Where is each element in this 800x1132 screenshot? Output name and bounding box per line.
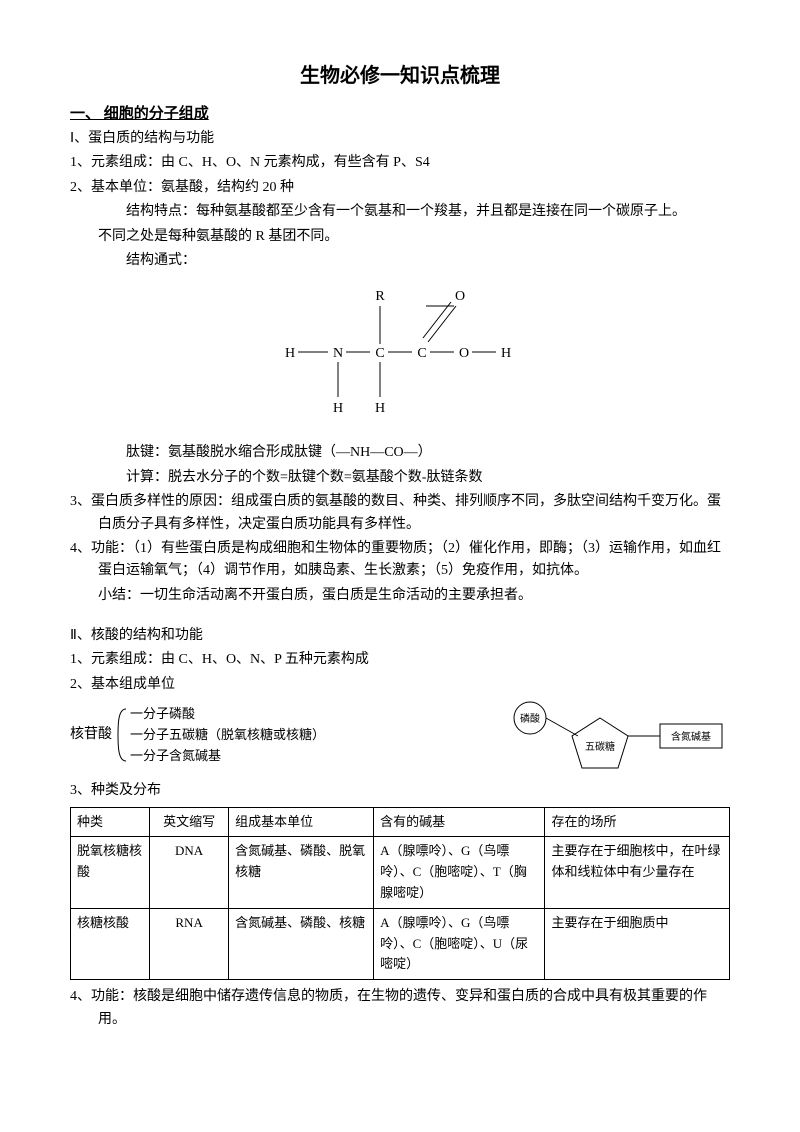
th-unit: 组成基本单位 xyxy=(229,807,374,837)
label-H-right: H xyxy=(501,346,511,361)
page-title: 生物必修一知识点梳理 xyxy=(70,60,730,92)
item-2-2: 2、基本组成单位 xyxy=(70,674,730,696)
label-C2: C xyxy=(417,346,426,361)
cell-abbr-1: RNA xyxy=(150,908,229,979)
table-row: 脱氧核糖核酸 DNA 含氮碱基、磷酸、脱氧核糖 A（腺嘌呤）、G（鸟嘌呤）、C（… xyxy=(71,837,730,908)
label-C1: C xyxy=(375,346,384,361)
amino-acid-diagram: R O H N C C O H H H xyxy=(70,282,730,432)
label-H-bottom-n: H xyxy=(333,401,343,416)
cell-type-1: 核糖核酸 xyxy=(71,908,150,979)
nucleic-acid-table: 种类 英文缩写 组成基本单位 含有的碱基 存在的场所 脱氧核糖核酸 DNA 含氮… xyxy=(70,807,730,981)
item-1-2e: 计算：脱去水分子的个数=肽键个数=氨基酸个数-肽链条数 xyxy=(70,467,730,489)
label-R: R xyxy=(375,289,385,304)
table-header-row: 种类 英文缩写 组成基本单位 含有的碱基 存在的场所 xyxy=(71,807,730,837)
th-type: 种类 xyxy=(71,807,150,837)
cell-loc-0: 主要存在于细胞核中，在叶绿体和线粒体中有少量存在 xyxy=(545,837,730,908)
subsection-ii-heading: Ⅱ、核酸的结构和功能 xyxy=(70,625,730,647)
nucleotide-label: 核苷酸 xyxy=(70,724,112,746)
item-1-2d: 肽键：氨基酸脱水缩合形成肽键（—NH—CO—） xyxy=(70,442,730,464)
bracket-item-0: 一分子磷酸 xyxy=(130,704,325,725)
section-1-heading: 一、 细胞的分子组成 xyxy=(70,102,730,126)
label-H-bottom-c: H xyxy=(375,401,385,416)
label-H-left: H xyxy=(285,346,295,361)
item-1-2a: 结构特点：每种氨基酸都至少含有一个氨基和一个羧基，并且都是连接在同一个碳原子上。 xyxy=(70,201,730,223)
cell-base-0: A（腺嘌呤）、G（鸟嘌呤）、C（胞嘧啶）、T（胸腺嘧啶） xyxy=(374,837,545,908)
cell-unit-1: 含氮碱基、磷酸、核糖 xyxy=(229,908,374,979)
item-2-3: 3、种类及分布 xyxy=(70,780,730,802)
label-O-right: O xyxy=(459,346,469,361)
base-label: 含氮碱基 xyxy=(671,730,711,743)
item-1-4b: 小结：一切生命活动离不开蛋白质，蛋白质是生命活动的主要承担者。 xyxy=(70,585,730,607)
nucleotide-diagram: 磷酸 五碳糖 含氮碱基 xyxy=(500,698,730,778)
th-loc: 存在的场所 xyxy=(545,807,730,837)
phosphate-label: 磷酸 xyxy=(520,712,540,725)
item-1-4: 4、功能：（1）有些蛋白质是构成细胞和生物体的重要物质；（2）催化作用，即酶；（… xyxy=(70,538,730,583)
subsection-i-heading: Ⅰ、蛋白质的结构与功能 xyxy=(70,128,730,150)
table-row: 核糖核酸 RNA 含氮碱基、磷酸、核糖 A（腺嘌呤）、G（鸟嘌呤）、C（胞嘧啶）… xyxy=(71,908,730,979)
bracket-item-2: 一分子含氮碱基 xyxy=(130,746,325,767)
item-1-2b: 不同之处是每种氨基酸的 R 基团不同。 xyxy=(70,226,730,248)
cell-type-0: 脱氧核糖核酸 xyxy=(71,837,150,908)
bracket-icon xyxy=(112,707,130,763)
label-O-top: O xyxy=(455,289,465,304)
bracket-item-1: 一分子五碳糖（脱氧核糖或核糖） xyxy=(130,725,325,746)
item-1-3: 3、蛋白质多样性的原因：组成蛋白质的氨基酸的数目、种类、排列顺序不同，多肽空间结… xyxy=(70,491,730,536)
cell-abbr-0: DNA xyxy=(150,837,229,908)
th-base: 含有的碱基 xyxy=(374,807,545,837)
item-1-1: 1、元素组成：由 C、H、O、N 元素构成，有些含有 P、S4 xyxy=(70,152,730,174)
item-1-2c: 结构通式： xyxy=(70,250,730,272)
cell-base-1: A（腺嘌呤）、G（鸟嘌呤）、C（胞嘧啶）、U（尿嘧啶） xyxy=(374,908,545,979)
th-abbr: 英文缩写 xyxy=(150,807,229,837)
item-1-2: 2、基本单位：氨基酸，结构约 20 种 xyxy=(70,177,730,199)
sugar-label: 五碳糖 xyxy=(585,740,615,753)
item-2-1: 1、元素组成：由 C、H、O、N、P 五种元素构成 xyxy=(70,649,730,671)
item-2-4: 4、功能：核酸是细胞中储存遗传信息的物质，在生物的遗传、变异和蛋白质的合成中具有… xyxy=(70,986,730,1031)
label-N: N xyxy=(333,346,343,361)
cell-loc-1: 主要存在于细胞质中 xyxy=(545,908,730,979)
cell-unit-0: 含氮碱基、磷酸、脱氧核糖 xyxy=(229,837,374,908)
